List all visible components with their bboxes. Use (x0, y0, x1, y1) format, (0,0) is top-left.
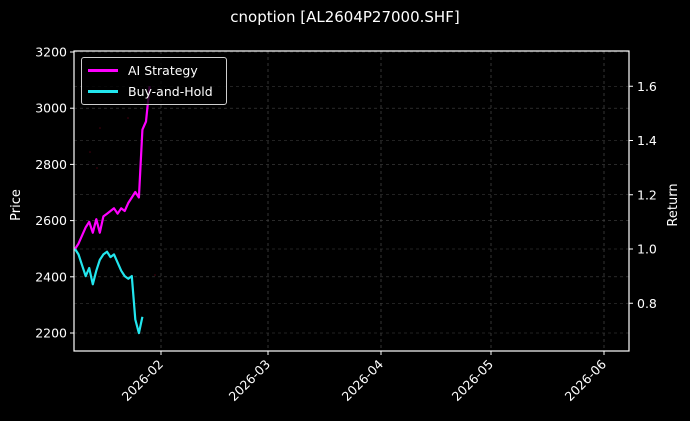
chart-title: cnoption [AL2604P27000.SHF] (230, 8, 460, 26)
series-line (74, 86, 151, 250)
series-line (74, 248, 144, 335)
x-tick-label: 2026-04 (339, 356, 387, 404)
y-tick-label: 3000 (35, 101, 67, 116)
y2-tick-label: 1.4 (637, 133, 657, 148)
y2-axis-label: Return (666, 183, 681, 226)
y-tick-label: 2400 (35, 269, 67, 284)
data-series (74, 86, 156, 335)
x-tick-label: 2026-02 (119, 357, 167, 405)
y2-tick-label: 1.6 (637, 79, 657, 94)
legend-swatch-icon (88, 68, 118, 72)
y2-tick-label: 1.2 (637, 187, 657, 202)
y2-tick-label: 1.0 (637, 242, 657, 257)
x-tick-label: 2026-03 (226, 357, 274, 405)
x-tick-label: 2026-05 (449, 357, 497, 405)
y2-tick-label: 0.8 (637, 296, 657, 311)
legend-item-ai-strategy: AI Strategy (88, 61, 198, 79)
y-tick-label: 2200 (35, 326, 67, 341)
y-tick-label: 2800 (35, 157, 67, 172)
plot-frame (73, 50, 630, 352)
y-tick-label: 2600 (35, 213, 67, 228)
legend-item-buy-and-hold: Buy-and-Hold (88, 82, 213, 100)
legend-swatch-icon (88, 89, 118, 93)
legend-label: Buy-and-Hold (128, 83, 213, 99)
legend-label: AI Strategy (128, 62, 198, 78)
x-tick-label: 2026-06 (562, 356, 610, 404)
legend: AI Strategy Buy-and-Hold (81, 57, 227, 105)
y-axis-label: Price (9, 189, 24, 221)
y-tick-label: 3200 (35, 45, 67, 60)
